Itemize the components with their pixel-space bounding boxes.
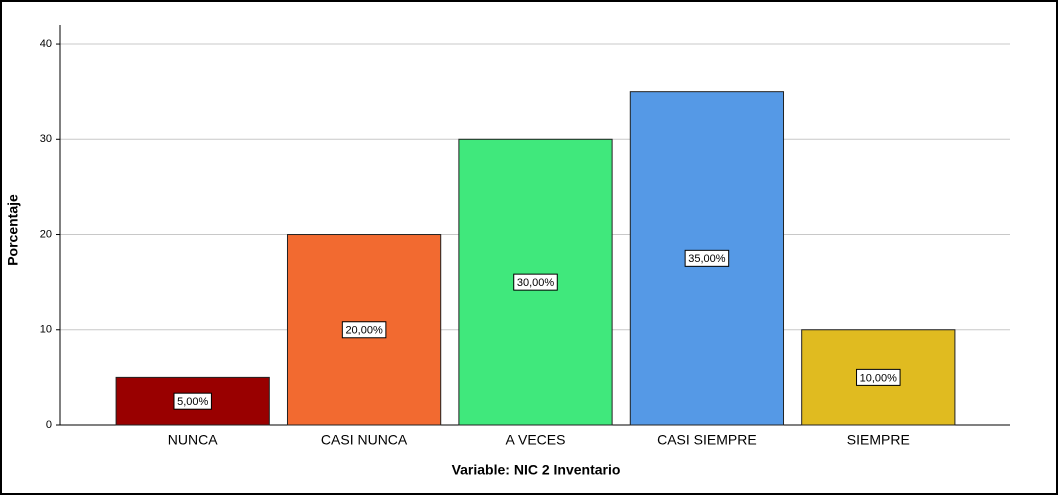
value-label-box	[341, 321, 387, 339]
x-tick-label: A VECES	[506, 432, 566, 448]
value-label: 30,00%	[517, 277, 555, 289]
x-tick-label: NUNCA	[168, 432, 218, 448]
y-tick-label: 20	[40, 228, 52, 240]
y-tick-label: 10	[40, 324, 52, 336]
value-label: 5,00%	[177, 396, 208, 408]
x-axis-label: Variable: NIC 2 Inventario	[452, 462, 621, 478]
value-label-box	[513, 273, 558, 291]
x-tick-label: CASI NUNCA	[321, 432, 408, 448]
x-tick-label: CASI SIEMPRE	[657, 432, 757, 448]
y-tick-label: 30	[40, 133, 52, 145]
value-label-box	[684, 249, 730, 267]
value-label: 35,00%	[688, 253, 726, 265]
y-axis-label: Porcentaje	[5, 194, 21, 266]
value-label: 10,00%	[860, 372, 898, 384]
value-label: 20,00%	[345, 325, 383, 337]
y-tick-label: 0	[46, 419, 52, 431]
value-label-box	[856, 368, 901, 386]
value-label-box	[173, 392, 212, 410]
x-tick-label: SIEMPRE	[847, 432, 910, 448]
y-tick-label: 40	[40, 38, 52, 50]
